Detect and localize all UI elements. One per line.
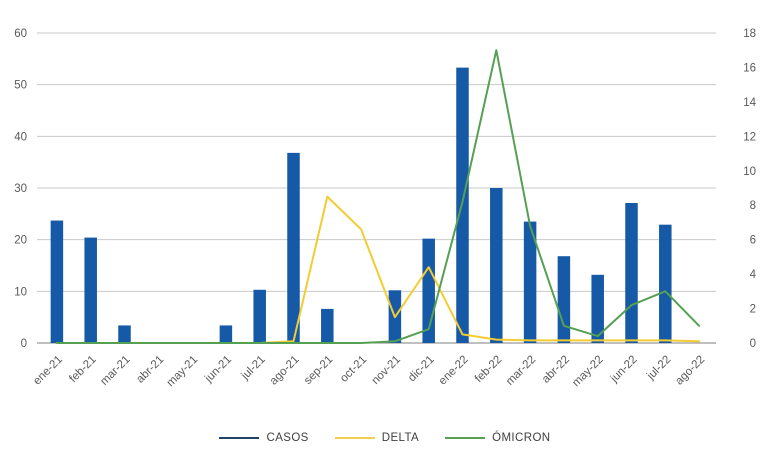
legend-label-casos: CASOS xyxy=(266,432,309,444)
y-right-tick-16: 16 xyxy=(743,62,756,74)
bar-casos-feb-21 xyxy=(84,237,97,343)
y-right-tick-6: 6 xyxy=(750,235,756,247)
y-right-tick-14: 14 xyxy=(743,97,756,109)
x-label-ene-21: ene-21 xyxy=(31,354,65,388)
bar-casos-mar-21 xyxy=(118,325,131,343)
bar-casos-abr-22 xyxy=(557,256,571,343)
casos-line-swatch xyxy=(219,437,260,439)
y-left-tick-40: 40 xyxy=(14,131,27,143)
legend-label-omicron: ÓMICRON xyxy=(492,432,551,444)
legend-item-delta: DELTA xyxy=(334,432,420,444)
x-label-mar-21: mar-21 xyxy=(98,354,132,388)
x-label-jul-21: jul-21 xyxy=(239,354,268,383)
bar-casos-sep-21 xyxy=(321,308,334,343)
x-label-feb-22: feb-22 xyxy=(473,354,505,386)
y-left-tick-50: 50 xyxy=(14,80,27,92)
x-label-sep-21: sep-21 xyxy=(302,354,335,387)
x-label-abr-21: abr-21 xyxy=(134,354,166,386)
bar-casos-ago-21 xyxy=(287,152,300,343)
y-left-tick-20: 20 xyxy=(14,235,27,247)
y-right-tick-18: 18 xyxy=(743,28,756,40)
x-label-ago-21: ago-21 xyxy=(268,354,302,388)
y-right-tick-12: 12 xyxy=(743,131,756,143)
chart-legend: CASOS DELTA ÓMICRON xyxy=(0,427,770,449)
x-label-nov-21: nov-21 xyxy=(370,354,403,387)
bar-casos-jun-22 xyxy=(625,202,638,343)
bar-casos-jul-21 xyxy=(253,289,266,343)
bar-casos-may-22 xyxy=(591,274,604,343)
x-label-feb-21: feb-21 xyxy=(67,354,99,386)
x-label-mar-22: mar-22 xyxy=(504,354,538,388)
x-label-jun-22: jun-22 xyxy=(608,354,640,386)
x-label-oct-21: oct-21 xyxy=(338,354,369,385)
x-label-jul-22: jul-22 xyxy=(644,354,673,383)
x-label-ago-22: ago-22 xyxy=(673,354,707,388)
y-left-tick-60: 60 xyxy=(14,28,27,40)
y-right-tick-10: 10 xyxy=(743,166,756,178)
bar-casos-mar-22 xyxy=(523,221,537,343)
y-left-tick-0: 0 xyxy=(21,338,27,350)
bar-casos-feb-22 xyxy=(490,188,503,343)
legend-label-delta: DELTA xyxy=(381,432,420,444)
y-left-tick-10: 10 xyxy=(14,286,27,298)
y-right-tick-2: 2 xyxy=(750,304,756,316)
x-label-jun-21: jun-21 xyxy=(202,354,234,386)
y-right-tick-4: 4 xyxy=(750,269,757,281)
y-left-tick-30: 30 xyxy=(14,183,27,195)
line-omicron xyxy=(55,49,701,344)
bar-casos-ene-21 xyxy=(50,220,64,343)
y-right-tick-8: 8 xyxy=(750,200,756,212)
legend-item-omicron: ÓMICRON xyxy=(445,432,550,444)
legend-item-casos: CASOS xyxy=(219,432,308,444)
x-label-ene-22: ene-22 xyxy=(437,354,471,388)
bar-casos-jul-22 xyxy=(659,224,672,343)
x-label-may-21: may-21 xyxy=(165,354,201,390)
x-label-may-22: may-22 xyxy=(570,354,606,390)
omicron-line-swatch xyxy=(445,437,486,439)
bar-casos-jun-21 xyxy=(219,325,233,343)
y-right-tick-0: 0 xyxy=(750,338,756,350)
delta-line-swatch xyxy=(334,437,375,439)
x-label-abr-22: abr-22 xyxy=(540,354,572,386)
x-label-dic-21: dic-21 xyxy=(406,354,437,385)
